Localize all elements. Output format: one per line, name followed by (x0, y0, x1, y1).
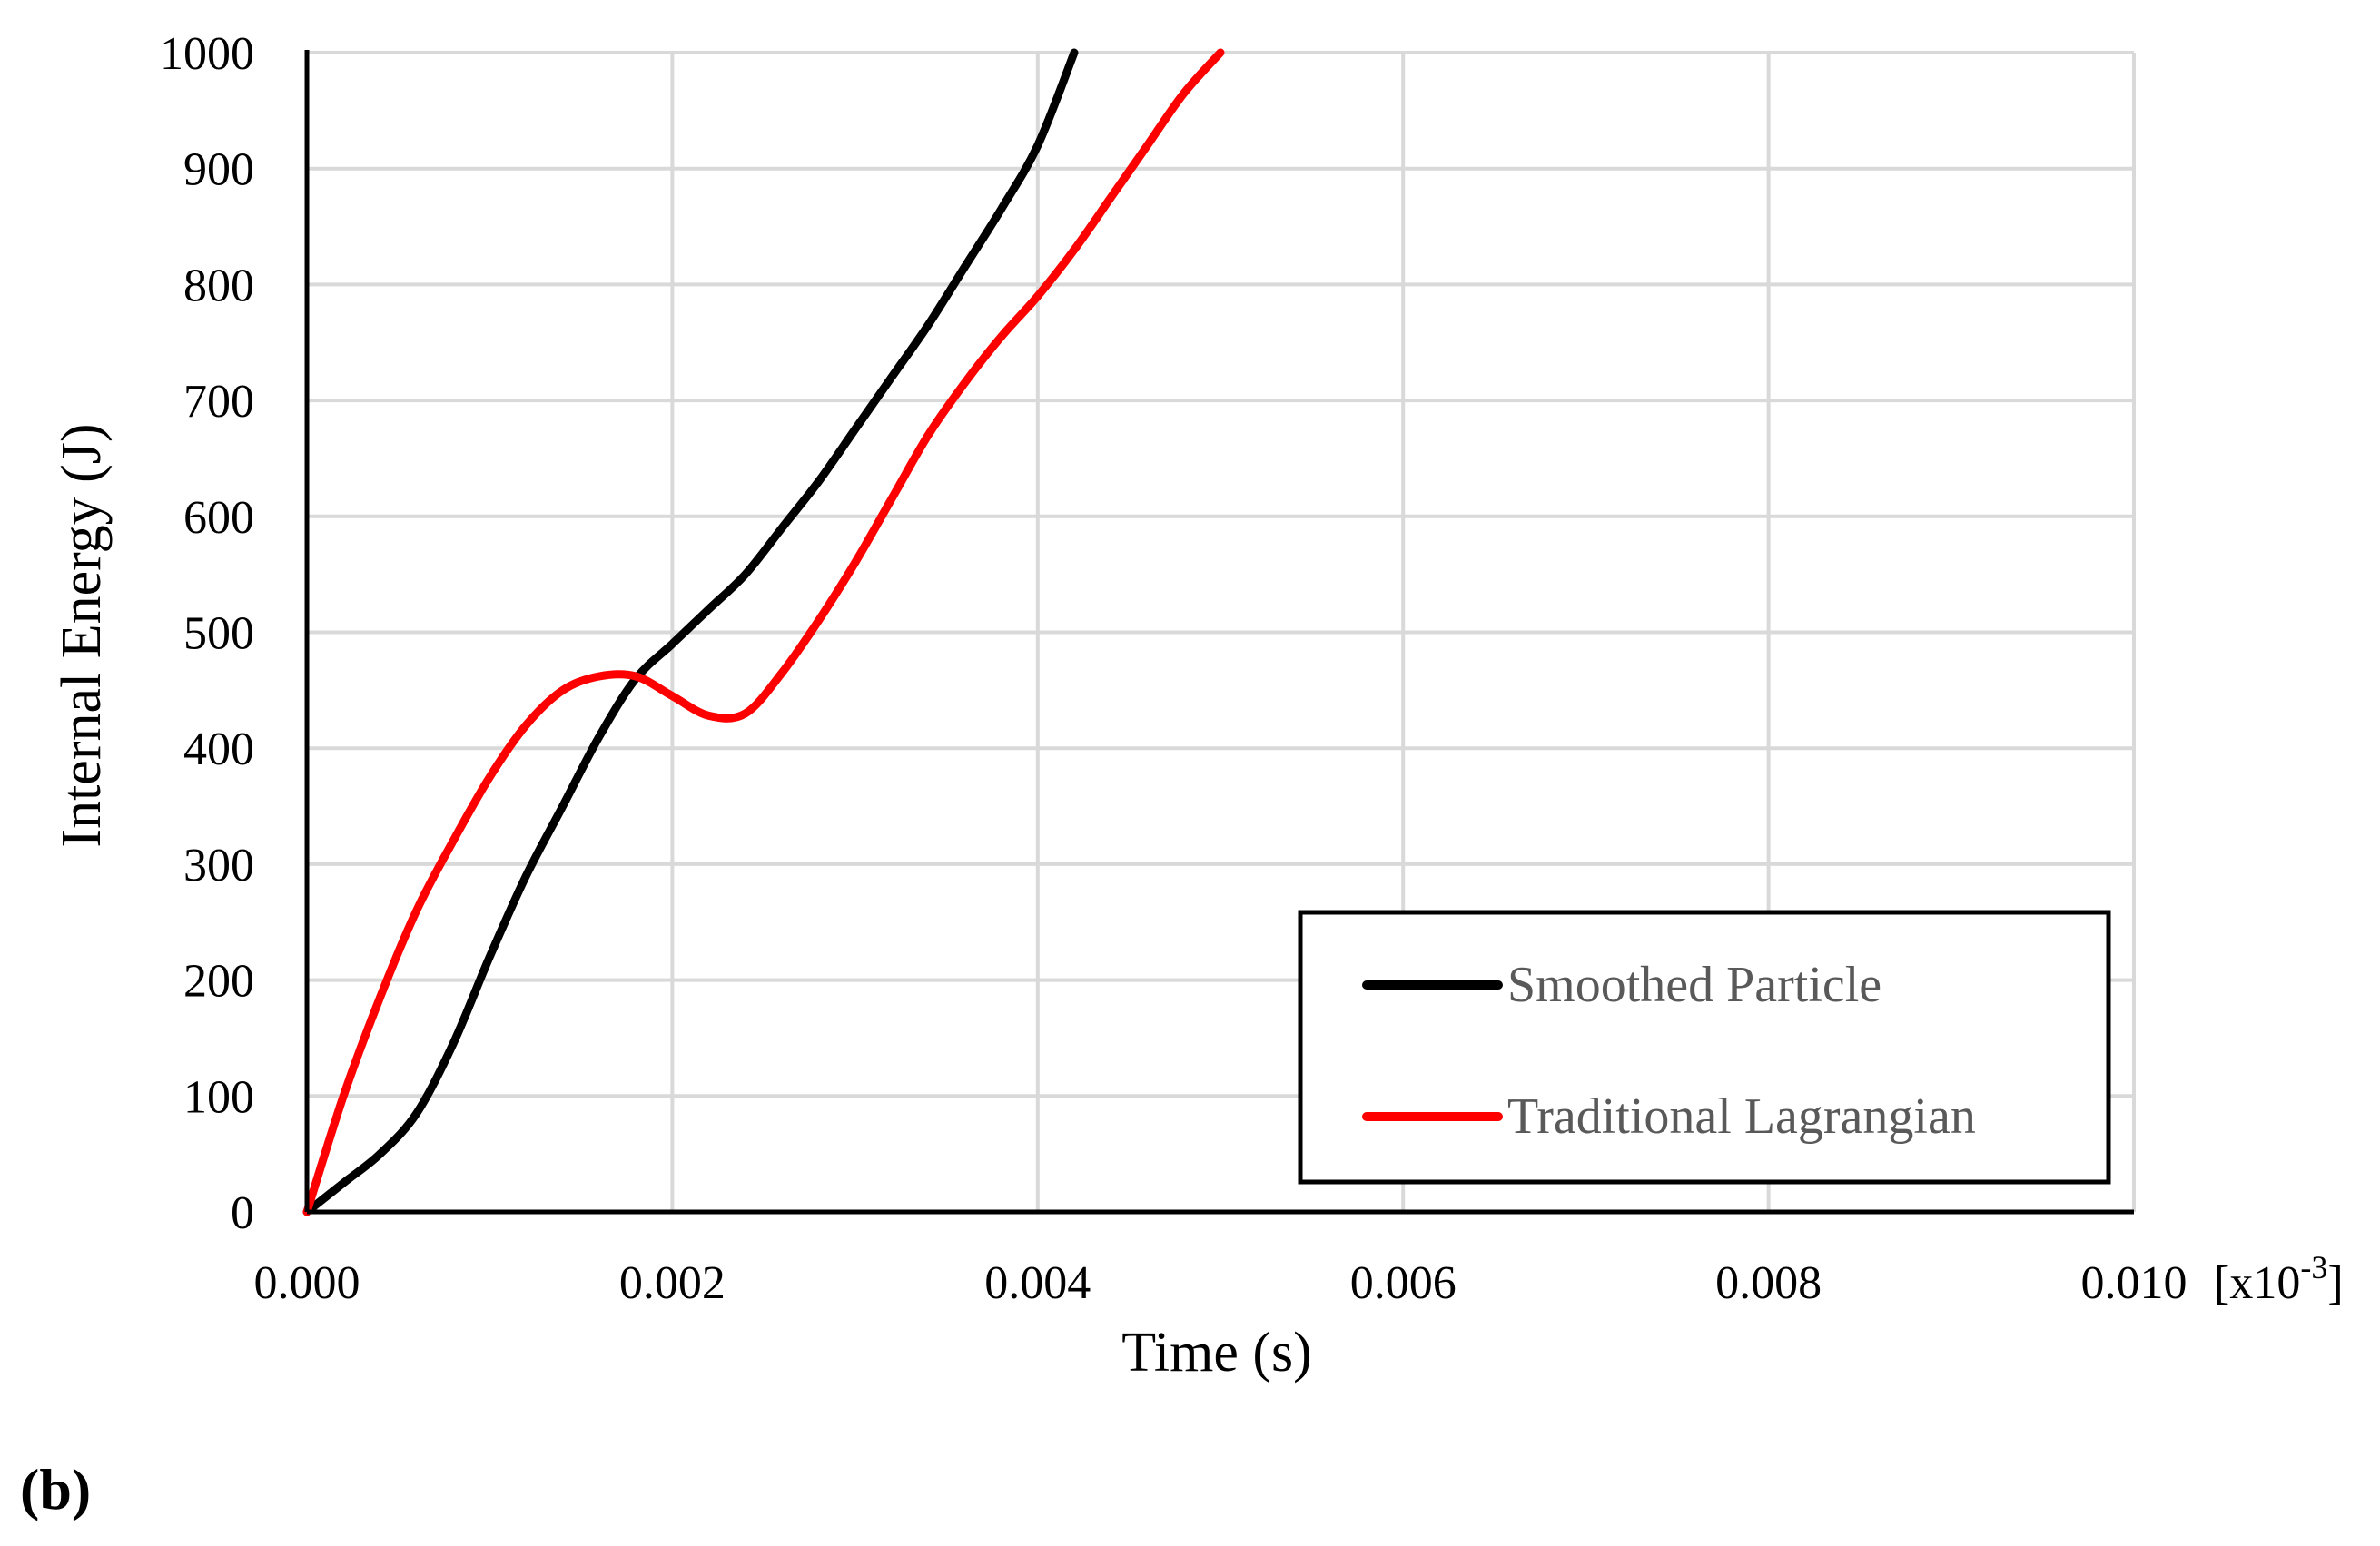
y-tick-label-1000: 1000 (160, 28, 254, 80)
series-line-smoothed-particle (302, 48, 1079, 1216)
axes (304, 50, 2134, 1215)
y-tick-label-800: 800 (183, 260, 254, 311)
y-tick-label-400: 400 (183, 724, 254, 775)
x-tick-labels: 0.000 0.002 0.004 0.006 0.008 0.010 (254, 1257, 2187, 1309)
x-tick-label-0.008: 0.008 (1715, 1257, 1822, 1309)
y-tick-labels: 0 100 200 300 400 500 600 700 800 900 1000 (160, 28, 254, 1239)
y-tick-label-900: 900 (183, 144, 254, 196)
x-tick-label-0.010: 0.010 (2081, 1257, 2187, 1309)
y-tick-label-600: 600 (183, 492, 254, 544)
y-tick-label-700: 700 (183, 376, 254, 428)
legend-box (1298, 910, 2111, 1185)
legend-label-smoothed-particle: Smoothed Particle (1507, 957, 1881, 1013)
y-tick-label-500: 500 (183, 608, 254, 660)
series-line-traditional-lagrangian (302, 48, 1225, 1216)
legend-label-traditional-lagrangian: Traditional Lagrangian (1507, 1088, 1976, 1145)
x-tick-label-0.000: 0.000 (254, 1257, 360, 1309)
y-tick-label-0: 0 (231, 1187, 254, 1239)
y-tick-label-300: 300 (183, 840, 254, 891)
legend: Smoothed Particle Traditional Lagrangian (1298, 910, 2111, 1185)
x-tick-label-0.004: 0.004 (984, 1257, 1091, 1309)
x-scale-note: [x10-3] (2214, 1249, 2344, 1309)
y-tick-label-200: 200 (183, 956, 254, 1008)
series-lines (302, 48, 1225, 1216)
x-axis-title: Time (s) (1121, 1322, 1312, 1384)
x-tick-label-0.006: 0.006 (1350, 1257, 1457, 1309)
panel-label: (b) (20, 1457, 91, 1521)
x-tick-label-0.002: 0.002 (619, 1257, 726, 1309)
y-tick-label-100: 100 (183, 1071, 254, 1123)
y-axis-title: Internal Energy (J) (51, 423, 113, 847)
